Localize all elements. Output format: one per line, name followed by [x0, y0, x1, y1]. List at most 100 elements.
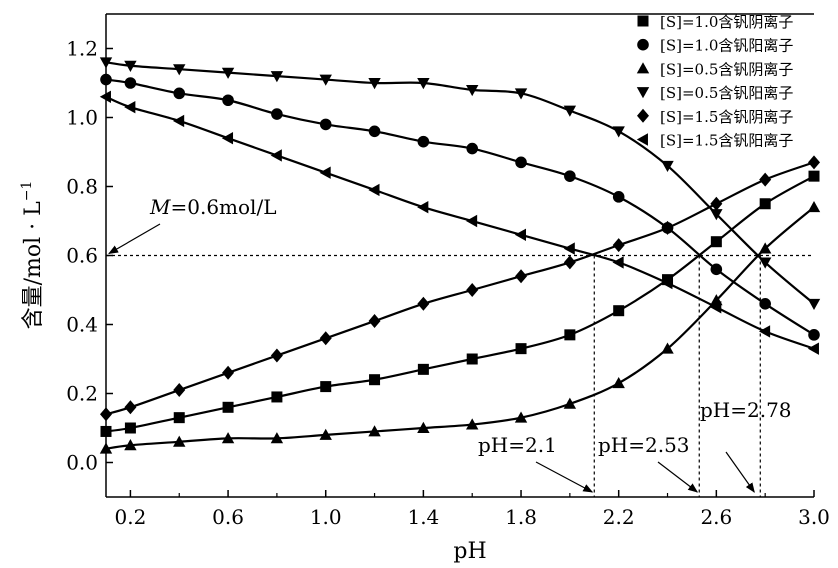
y-tick-label: 0.2: [66, 382, 98, 406]
data-point-marker: [758, 257, 772, 269]
data-point-marker: [759, 198, 771, 210]
data-point-marker: [661, 342, 674, 354]
series-line: [105, 95, 815, 350]
data-point-marker: [710, 236, 722, 248]
x-tick-label: 0.2: [115, 505, 147, 529]
series-group: [99, 57, 821, 310]
x-tick-label: 0.6: [212, 505, 244, 529]
data-point-marker: [124, 100, 136, 114]
data-point-marker: [319, 118, 332, 131]
data-point-marker: [612, 256, 624, 269]
y-tick-label: 0.0: [66, 451, 98, 475]
data-point-marker: [807, 342, 819, 355]
data-point-marker: [466, 353, 478, 365]
data-point-marker: [124, 439, 137, 451]
data-point-marker: [612, 126, 625, 138]
data-point-marker: [466, 283, 479, 297]
data-point-marker: [612, 376, 625, 389]
data-point-marker: [270, 71, 284, 83]
reference-lines: [106, 254, 814, 497]
data-point-marker: [99, 442, 113, 454]
axes-layer: 0.0 0.2 0.4 0.6 0.8 1.0 1.2 0.2 0.6 1.0 1.4 1.8 2.2 2…: [19, 37, 830, 565]
reference-label-rest: =0.6mol/L: [170, 195, 276, 219]
legend-label: [S]=0.5含钒阴离子: [660, 60, 793, 78]
data-point-marker: [515, 269, 528, 284]
series-line: [105, 61, 815, 305]
data-point-marker: [612, 238, 625, 253]
x-tick-label: 1.8: [505, 505, 537, 529]
data-point-marker: [99, 57, 113, 69]
series-line: [105, 161, 815, 416]
series-line: [105, 206, 815, 450]
data-point-marker: [368, 314, 381, 329]
data-point-marker: [270, 149, 282, 162]
data-point-marker: [124, 60, 137, 72]
data-point-marker: [808, 155, 820, 170]
reference-arrow: [108, 223, 161, 255]
data-point-marker: [662, 274, 674, 286]
data-point-marker: [710, 301, 722, 314]
data-point-marker: [100, 407, 112, 422]
data-point-marker: [563, 255, 576, 270]
legend-marker: [637, 15, 649, 27]
ph-marker-arrow: [725, 451, 755, 493]
data-point-marker: [710, 196, 723, 211]
series-line: [105, 175, 815, 433]
data-point-marker: [222, 94, 234, 107]
data-point-marker: [173, 114, 185, 128]
data-point-marker: [515, 156, 527, 169]
series-line: [105, 78, 815, 336]
data-point-marker: [417, 363, 429, 375]
ph-marker-arrow: [535, 461, 594, 493]
data-point-marker: [466, 214, 478, 228]
data-point-marker: [807, 201, 821, 213]
y-tick-label: 1.0: [66, 106, 98, 130]
legend-label: [S]=0.5含钒阳离子: [660, 84, 793, 102]
data-point-marker: [466, 418, 479, 430]
data-point-marker: [417, 421, 430, 433]
data-point-marker: [661, 220, 674, 235]
x-tick-label: 2.6: [700, 505, 732, 529]
data-point-marker: [417, 296, 430, 311]
data-point-marker: [710, 263, 723, 276]
legend-marker: [637, 108, 649, 123]
data-point-marker: [271, 108, 283, 120]
data-point-marker: [514, 411, 528, 423]
data-point-marker: [99, 90, 111, 103]
data-point-marker: [319, 74, 332, 86]
data-point-marker: [515, 343, 527, 355]
x-tick-label: 3.0: [798, 505, 830, 529]
data-point-marker: [319, 331, 332, 346]
y-tick-label: 0.6: [66, 244, 98, 268]
data-point-marker: [563, 242, 575, 255]
data-point-marker: [807, 298, 821, 310]
data-point-marker: [563, 397, 577, 409]
data-point-marker: [368, 183, 380, 197]
series-group: [100, 170, 820, 437]
reference-label-italic: M: [149, 195, 171, 219]
data-point-marker: [270, 432, 284, 444]
data-point-marker: [222, 401, 234, 413]
legend-marker: [636, 62, 650, 74]
data-point-marker: [808, 170, 820, 182]
data-point-marker: [417, 201, 429, 214]
data-point-marker: [417, 135, 430, 148]
data-point-marker: [221, 67, 235, 79]
data-point-marker: [319, 166, 331, 179]
data-point-marker: [270, 348, 283, 363]
ph-marker-arrow: [657, 461, 699, 493]
data-point-marker: [514, 228, 526, 241]
data-point-marker: [320, 381, 332, 393]
data-point-marker: [124, 422, 136, 434]
series-group: [99, 201, 821, 454]
legend: [S]=1.0含钒阴离子 [S]=1.0含钒阳离子 [S]=0.5含钒阴离子 [S]=…: [636, 13, 793, 150]
data-point-marker: [758, 242, 772, 254]
data-point-marker: [368, 125, 381, 138]
y-tick-label: 1.2: [66, 37, 98, 61]
y-tick-label: 0.4: [66, 313, 98, 337]
x-tick-label: 1.0: [310, 505, 342, 529]
data-point-marker: [124, 77, 137, 89]
data-point-marker: [563, 105, 577, 117]
data-point-marker: [173, 383, 186, 398]
